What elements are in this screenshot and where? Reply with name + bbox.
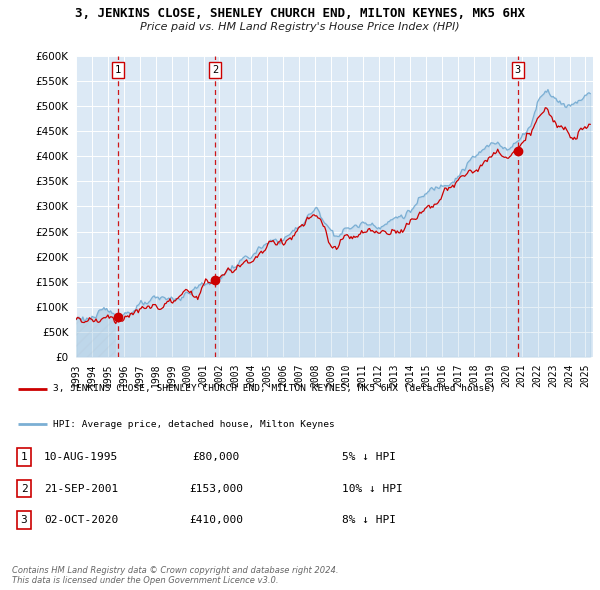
Text: 21-SEP-2001: 21-SEP-2001 bbox=[44, 484, 118, 493]
Text: £80,000: £80,000 bbox=[193, 452, 239, 461]
Text: 2: 2 bbox=[212, 64, 218, 74]
Text: 1: 1 bbox=[115, 64, 121, 74]
Text: 8% ↓ HPI: 8% ↓ HPI bbox=[342, 516, 396, 525]
Text: 3: 3 bbox=[20, 516, 28, 525]
Text: 2: 2 bbox=[20, 484, 28, 493]
Text: 5% ↓ HPI: 5% ↓ HPI bbox=[342, 452, 396, 461]
Text: Price paid vs. HM Land Registry's House Price Index (HPI): Price paid vs. HM Land Registry's House … bbox=[140, 22, 460, 32]
Text: 3, JENKINS CLOSE, SHENLEY CHURCH END, MILTON KEYNES, MK5 6HX (detached house): 3, JENKINS CLOSE, SHENLEY CHURCH END, MI… bbox=[53, 384, 496, 393]
Text: 1: 1 bbox=[20, 452, 28, 461]
Text: 02-OCT-2020: 02-OCT-2020 bbox=[44, 516, 118, 525]
Text: £410,000: £410,000 bbox=[189, 516, 243, 525]
Text: 3: 3 bbox=[515, 64, 521, 74]
Text: HPI: Average price, detached house, Milton Keynes: HPI: Average price, detached house, Milt… bbox=[53, 420, 334, 429]
Text: 3, JENKINS CLOSE, SHENLEY CHURCH END, MILTON KEYNES, MK5 6HX: 3, JENKINS CLOSE, SHENLEY CHURCH END, MI… bbox=[75, 7, 525, 20]
Text: Contains HM Land Registry data © Crown copyright and database right 2024.
This d: Contains HM Land Registry data © Crown c… bbox=[12, 566, 338, 585]
Text: 10% ↓ HPI: 10% ↓ HPI bbox=[342, 484, 403, 493]
Text: 10-AUG-1995: 10-AUG-1995 bbox=[44, 452, 118, 461]
Text: £153,000: £153,000 bbox=[189, 484, 243, 493]
